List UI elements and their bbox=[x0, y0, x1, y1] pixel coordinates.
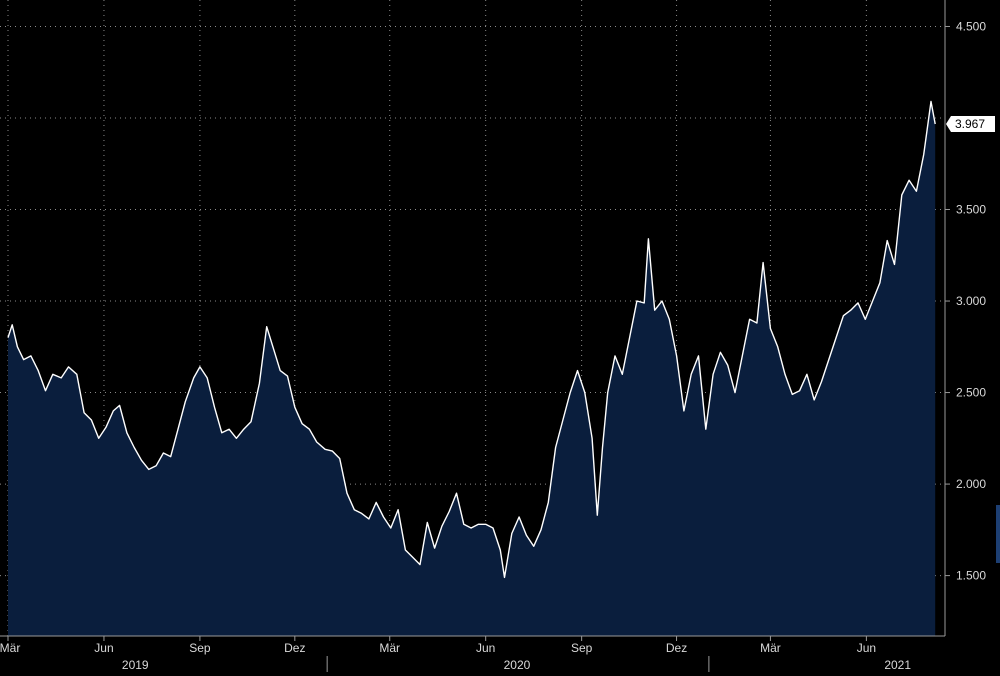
x-tick-label: Jun bbox=[94, 641, 113, 655]
y-tick-label: 4.500 bbox=[956, 19, 986, 33]
year-label: 2019 bbox=[122, 658, 149, 672]
x-tick-label: Dez bbox=[666, 641, 687, 655]
axes bbox=[0, 0, 1000, 637]
y-tick-label: 2.500 bbox=[956, 386, 986, 400]
y-tick-label: 3.000 bbox=[956, 294, 986, 308]
x-tick-label: Sep bbox=[571, 641, 593, 655]
last-value-marker: 3.967 bbox=[946, 116, 995, 133]
series-line bbox=[7, 100, 936, 579]
x-axis-ticks: Mär Jun Sep Dez Mär Jun Sep Dez Mär Jun bbox=[0, 636, 876, 655]
series-area-fill bbox=[8, 101, 936, 636]
x-tick-label: Sep bbox=[189, 641, 211, 655]
x-tick-label: Jun bbox=[476, 641, 495, 655]
x-tick-label: Jun bbox=[857, 641, 876, 655]
y-tick-label: 1.500 bbox=[956, 569, 986, 583]
x-tick-label: Mär bbox=[379, 641, 400, 655]
last-value-box bbox=[946, 116, 995, 133]
y-axis-ticks: 1.500 2.000 2.500 3.000 3.500 4.500 bbox=[945, 19, 986, 583]
year-label: 2020 bbox=[504, 658, 531, 672]
last-value-label: 3.967 bbox=[955, 117, 985, 131]
x-tick-label: Mär bbox=[760, 641, 781, 655]
scroll-tab bbox=[996, 505, 1000, 563]
y-tick-label: 3.500 bbox=[956, 203, 986, 217]
x-tick-label: Mär bbox=[0, 641, 20, 655]
y-tick-label: 2.000 bbox=[956, 477, 986, 491]
year-labels: 2019 2020 2021 bbox=[122, 656, 911, 672]
year-label: 2021 bbox=[884, 658, 911, 672]
x-tick-label: Dez bbox=[284, 641, 305, 655]
